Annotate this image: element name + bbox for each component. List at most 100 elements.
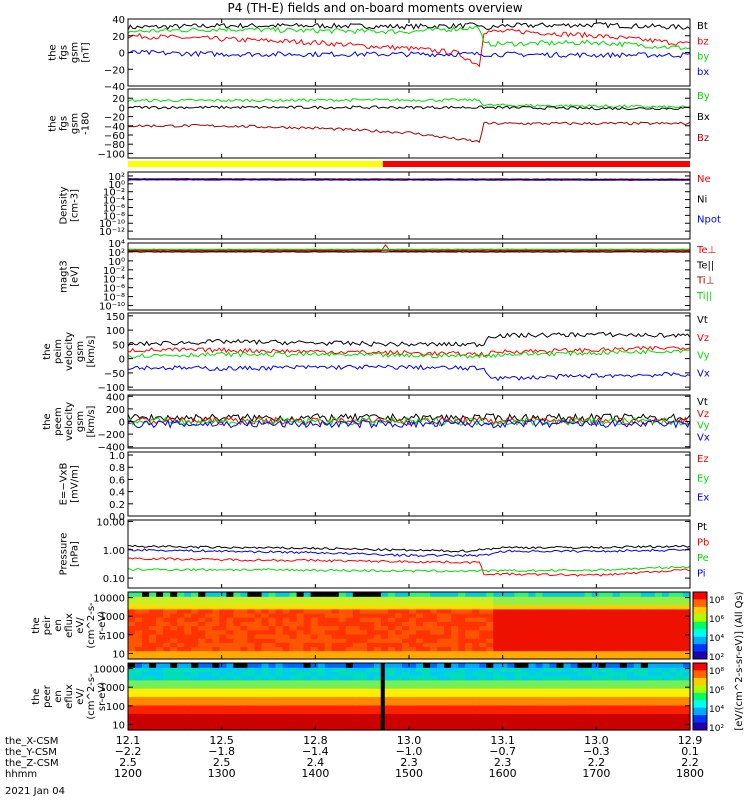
legend-density-1: Ni: [697, 194, 707, 205]
y-tick-label-density-3: 10⁻⁴: [103, 196, 125, 207]
series-line-peim-0: [127, 331, 691, 348]
y-tick-label-fgs_gsm-6: −100: [98, 149, 125, 160]
series-line-pressure-2: [127, 565, 691, 573]
legend-peem-2: Vy: [697, 421, 710, 432]
y-tick-label-efield-0: 1.0: [109, 451, 125, 462]
y-tick-label-temp-7: 10⁻¹⁰: [99, 302, 125, 313]
series-line-fgs-2: [127, 25, 691, 50]
x-value-z-4: 2.3: [494, 756, 512, 769]
colorbar-peir-frame: [692, 591, 708, 660]
x-value-y-6: 0.1: [681, 745, 699, 758]
series-line-pressure-0: [127, 544, 691, 553]
legend-peim-2: Vy: [697, 351, 710, 362]
colorbar-peir-tick-3: 10²: [709, 653, 724, 663]
y-tick-label-peem-2: 0: [119, 418, 125, 429]
x-value-h-0: 1200: [114, 767, 142, 780]
y-axis-label-peim-1: peim: [53, 339, 64, 364]
x-value-z-0: 2.5: [119, 756, 137, 769]
y-tick-label-pressure-0: 10.00: [96, 517, 125, 528]
legend-temp-2: Ti⊥: [696, 276, 714, 287]
legend-pressure-1: Pb: [697, 538, 709, 549]
data-gap-bar: [380, 663, 385, 730]
legend-peim-1: Vz: [697, 333, 709, 344]
y-axis-label-peir-0: the: [31, 617, 42, 633]
y-axis-label-peer-1: peer: [42, 684, 53, 708]
x-value-x-4: 13.1: [490, 734, 515, 747]
colorbar-peer-tick-2: 10⁴: [709, 705, 724, 715]
series-line-peim-1: [127, 345, 691, 358]
y-axis-label-pressure-1: [nPa]: [70, 541, 81, 567]
x-value-x-3: 13.0: [397, 734, 422, 747]
y-axis-label-peim-0: the: [42, 343, 53, 359]
date-label: 2021 Jan 04: [5, 786, 65, 797]
y-tick-label-peem-3: −200: [98, 430, 125, 441]
y-axis-label-fgs_gsm-2: gsm: [70, 113, 81, 134]
y-tick-label-fgs-4: −40: [104, 82, 125, 93]
x-value-y-3: −1.0: [396, 745, 423, 758]
series-line-fgs-1: [127, 28, 691, 68]
y-tick-label-peir-1: 1000: [100, 612, 125, 623]
colorbar-label: [eV/(cm^2-s-sr-eV)] (All Qs): [734, 591, 745, 730]
legend-peem-3: Vx: [697, 432, 710, 443]
y-tick-label-efield-3: 0.4: [109, 488, 125, 499]
y-axis-label-peir-4: eV/: [75, 617, 86, 634]
series-line-temp-0: [127, 243, 691, 252]
y-tick-label-fgs-0: 40: [112, 15, 125, 26]
y-axis-label-peem-0: the: [42, 413, 53, 429]
x-value-x-5: 13.0: [584, 734, 609, 747]
x-value-x-2: 12.8: [303, 734, 328, 747]
legend-pressure-2: Pe: [697, 553, 709, 564]
y-tick-label-efield-4: 0.2: [109, 500, 125, 511]
series-line-peim-3: [127, 364, 691, 382]
y-tick-label-peim-5: −100: [98, 383, 125, 394]
y-axis-label-peir-5: (cm^2-s-: [86, 602, 97, 649]
series-line-pressure-1: [128, 557, 691, 577]
series-line-fgs_gsm-0: [127, 98, 691, 109]
y-tick-label-efield-5: 0.0: [109, 512, 125, 523]
x-value-z-1: 2.5: [213, 756, 231, 769]
x-value-z-2: 2.4: [307, 756, 325, 769]
series-line-peim-2: [127, 348, 691, 359]
series-line-temp-1: [127, 251, 691, 253]
y-axis-label-peer-4: eV/: [75, 688, 86, 705]
x-value-h-6: 1800: [676, 767, 704, 780]
series-line-peem-1: [127, 415, 691, 426]
y-tick-label-temp-3: 10⁻²: [103, 266, 125, 277]
y-axis-label-peer-6: sr-eV): [97, 682, 108, 711]
legend-fgs_gsm-2: Bz: [697, 133, 709, 144]
y-axis-label-fgs_gsm-1: fgs: [59, 116, 70, 131]
colorbar-peir-tick-2: 10⁴: [709, 634, 724, 644]
series-line-peem-2: [127, 416, 691, 427]
legend-density-2: Npot: [697, 215, 721, 226]
y-tick-label-fgs_gsm-5: −80: [104, 140, 125, 151]
legend-peem-0: Vt: [697, 397, 708, 408]
x-value-x-0: 12.1: [116, 734, 141, 747]
x-value-h-4: 1600: [489, 767, 517, 780]
y-axis-label-fgs-3: [nT]: [81, 42, 92, 62]
series-line-pressure-3: [127, 548, 691, 558]
y-axis-label-fgs_gsm-3: -180: [81, 112, 92, 135]
x-value-h-2: 1400: [301, 767, 329, 780]
y-tick-label-pressure-2: 0.10: [103, 574, 125, 585]
x-row-label-0: the_X-CSM: [5, 736, 58, 747]
series-line-temp-3: [127, 248, 690, 251]
series-line-fgs_gsm-2: [127, 121, 691, 143]
y-tick-label-fgs-2: 0: [119, 49, 125, 60]
y-axis-label-pressure-0: Pressure: [59, 533, 70, 576]
y-tick-label-peir-2: 100: [106, 631, 125, 642]
x-value-y-1: −1.8: [208, 745, 235, 758]
y-axis-label-peer-5: (cm^2-s-: [86, 673, 97, 720]
y-tick-label-temp-0: 10⁴: [108, 239, 125, 250]
panel-frame-density: [127, 171, 691, 240]
y-tick-label-density-7: 10⁻¹²: [99, 227, 125, 238]
y-axis-label-peir-2: en: [53, 619, 64, 632]
y-axis-label-peem-1: peem: [53, 407, 64, 435]
legend-fgs_gsm-0: By: [697, 91, 710, 102]
legend-fgs-0: Bt: [697, 21, 708, 32]
x-row-label-3: hhmm: [5, 769, 37, 780]
y-tick-label-peer-0: 10000: [93, 665, 125, 676]
x-value-y-4: −0.7: [489, 745, 516, 758]
legend-fgs-3: bx: [697, 67, 709, 78]
y-tick-label-fgs_gsm-3: −40: [104, 122, 125, 133]
x-value-x-6: 12.9: [678, 734, 703, 747]
